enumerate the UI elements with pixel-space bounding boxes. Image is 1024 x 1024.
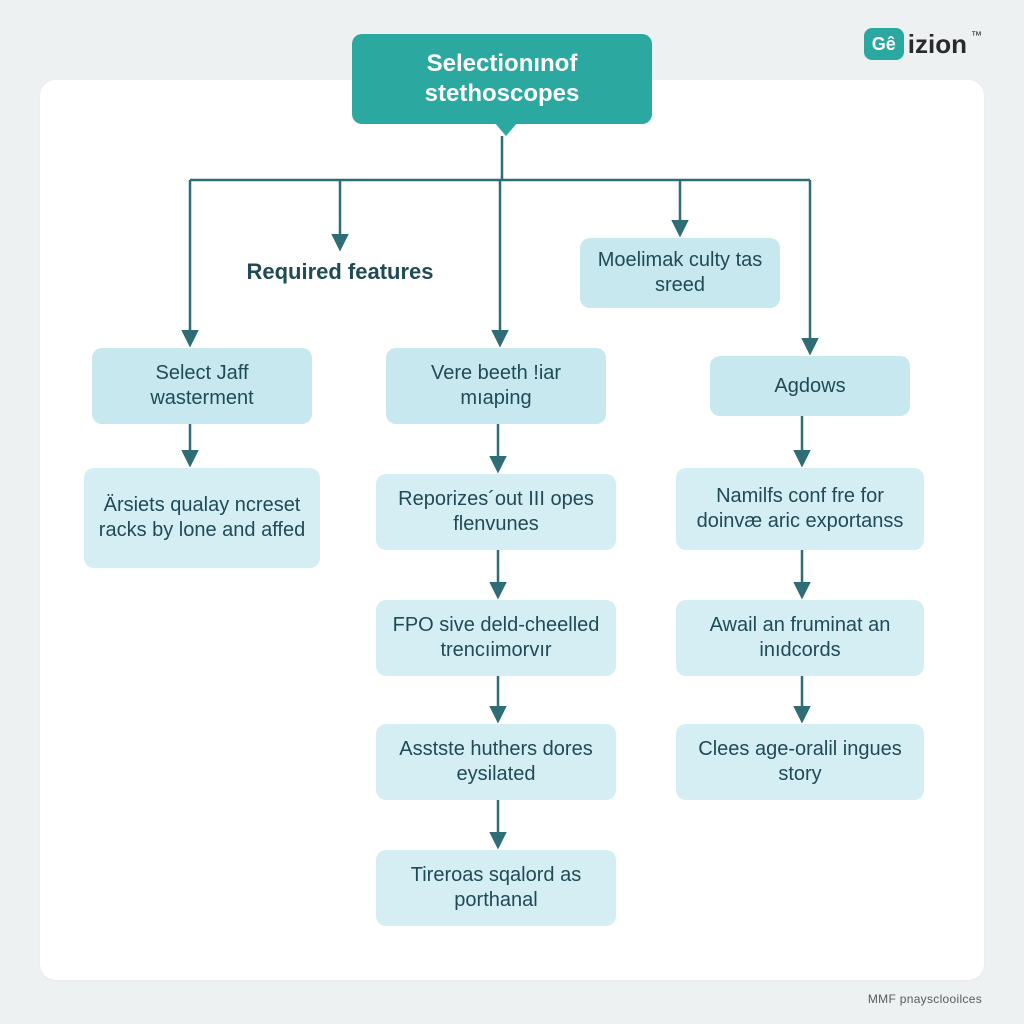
node-c2: Namilfs conf fre for doinvæ aric exporta… [676, 468, 924, 550]
root-pointer-icon [494, 122, 518, 136]
node-hMoel: Moelimak culty tas sreed [580, 238, 780, 308]
logo-trademark: ™ [971, 30, 982, 42]
node-root: Selectionınof stethoscopes [352, 34, 652, 124]
logo-mark: Gê [864, 28, 904, 60]
flowchart-panel: Selectionınof stethoscopesRequired featu… [40, 80, 984, 980]
node-hFeat: Required features [220, 252, 460, 292]
brand-logo: Gê izion ™ [864, 28, 982, 60]
node-b5: Tireroas sqalord as porthanal [376, 850, 616, 926]
node-b4: Asstste huthers dores eysilated [376, 724, 616, 800]
node-b1: Vere beeth !iar mıaping [386, 348, 606, 424]
node-c1: Agdows [710, 356, 910, 416]
node-b2: Reporizes´out III opes flenvunes [376, 474, 616, 550]
footer-note: MMF pnaysclooilces [868, 992, 982, 1006]
node-c3: Awail an fruminat an inıdcords [676, 600, 924, 676]
node-b3: FPO sive deld-cheelled trencıimorvır [376, 600, 616, 676]
node-a1: Select Jaff wasterment [92, 348, 312, 424]
node-a2: Ärsiets qualay ncreset racks by lone and… [84, 468, 320, 568]
logo-text: izion [908, 29, 967, 60]
node-c4: Clees age-oralil ingues story [676, 724, 924, 800]
